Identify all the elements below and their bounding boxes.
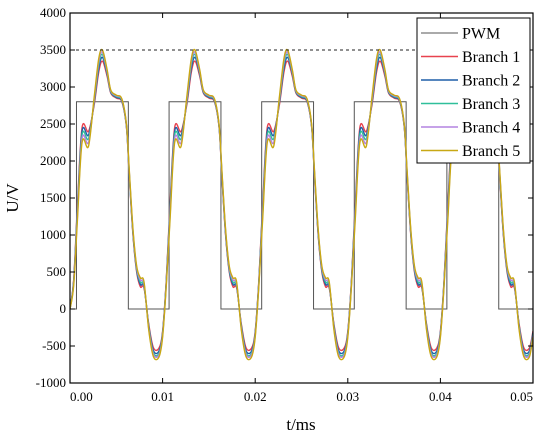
y-tick-label: 3500: [40, 42, 66, 57]
x-axis-title: t/ms: [286, 415, 315, 434]
y-tick-label: -500: [42, 338, 66, 353]
y-tick-label: -1000: [36, 375, 66, 390]
x-tick-label: 0.02: [244, 389, 267, 404]
y-tick-label: 3000: [40, 79, 66, 94]
axis-layer: -1000 -500 0 500 1000 1500 2000 2500 3000 3500 400…: [36, 5, 534, 404]
series-line-pwm: [70, 101, 533, 310]
y-tick-label: 0: [60, 301, 67, 316]
y-tick-label: 1000: [40, 227, 66, 242]
y-axis-title: U/V: [3, 183, 22, 213]
x-tick-label: 0.05: [510, 389, 533, 404]
legend-box: [416, 17, 531, 164]
legend-label: Branch 1: [462, 49, 520, 66]
legend-label: Branch 5: [462, 143, 520, 160]
y-tick-label: 500: [47, 264, 67, 279]
legend-label: Branch 2: [462, 73, 520, 90]
x-tick-label: 0.01: [151, 389, 174, 404]
legend-label: PWM: [462, 26, 500, 43]
y-tick-label: 2500: [40, 116, 66, 131]
y-tick-label: 4000: [40, 5, 66, 20]
x-tick-label: 0.04: [429, 389, 452, 404]
legend-label: Branch 4: [462, 120, 520, 137]
y-tick-label: 2000: [40, 153, 66, 168]
y-tick-label: 1500: [40, 190, 66, 205]
x-tick-label: 0.00: [70, 389, 93, 404]
x-tick-label: 0.03: [336, 389, 359, 404]
legend-label: Branch 3: [462, 96, 520, 113]
legend: PWM Branch 1 Branch 2 Branch 3 Branch 4 Branc…: [416, 17, 531, 164]
